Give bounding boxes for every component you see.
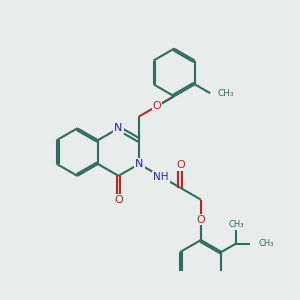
Text: N: N	[135, 159, 144, 169]
Text: NH: NH	[153, 172, 169, 182]
Text: O: O	[114, 195, 123, 205]
Text: O: O	[176, 160, 185, 170]
Text: O: O	[153, 101, 161, 111]
Text: N: N	[114, 123, 123, 133]
Text: O: O	[197, 214, 206, 224]
Text: CH₃: CH₃	[218, 89, 234, 98]
Text: CH₃: CH₃	[258, 239, 274, 248]
Text: CH₃: CH₃	[228, 220, 244, 229]
